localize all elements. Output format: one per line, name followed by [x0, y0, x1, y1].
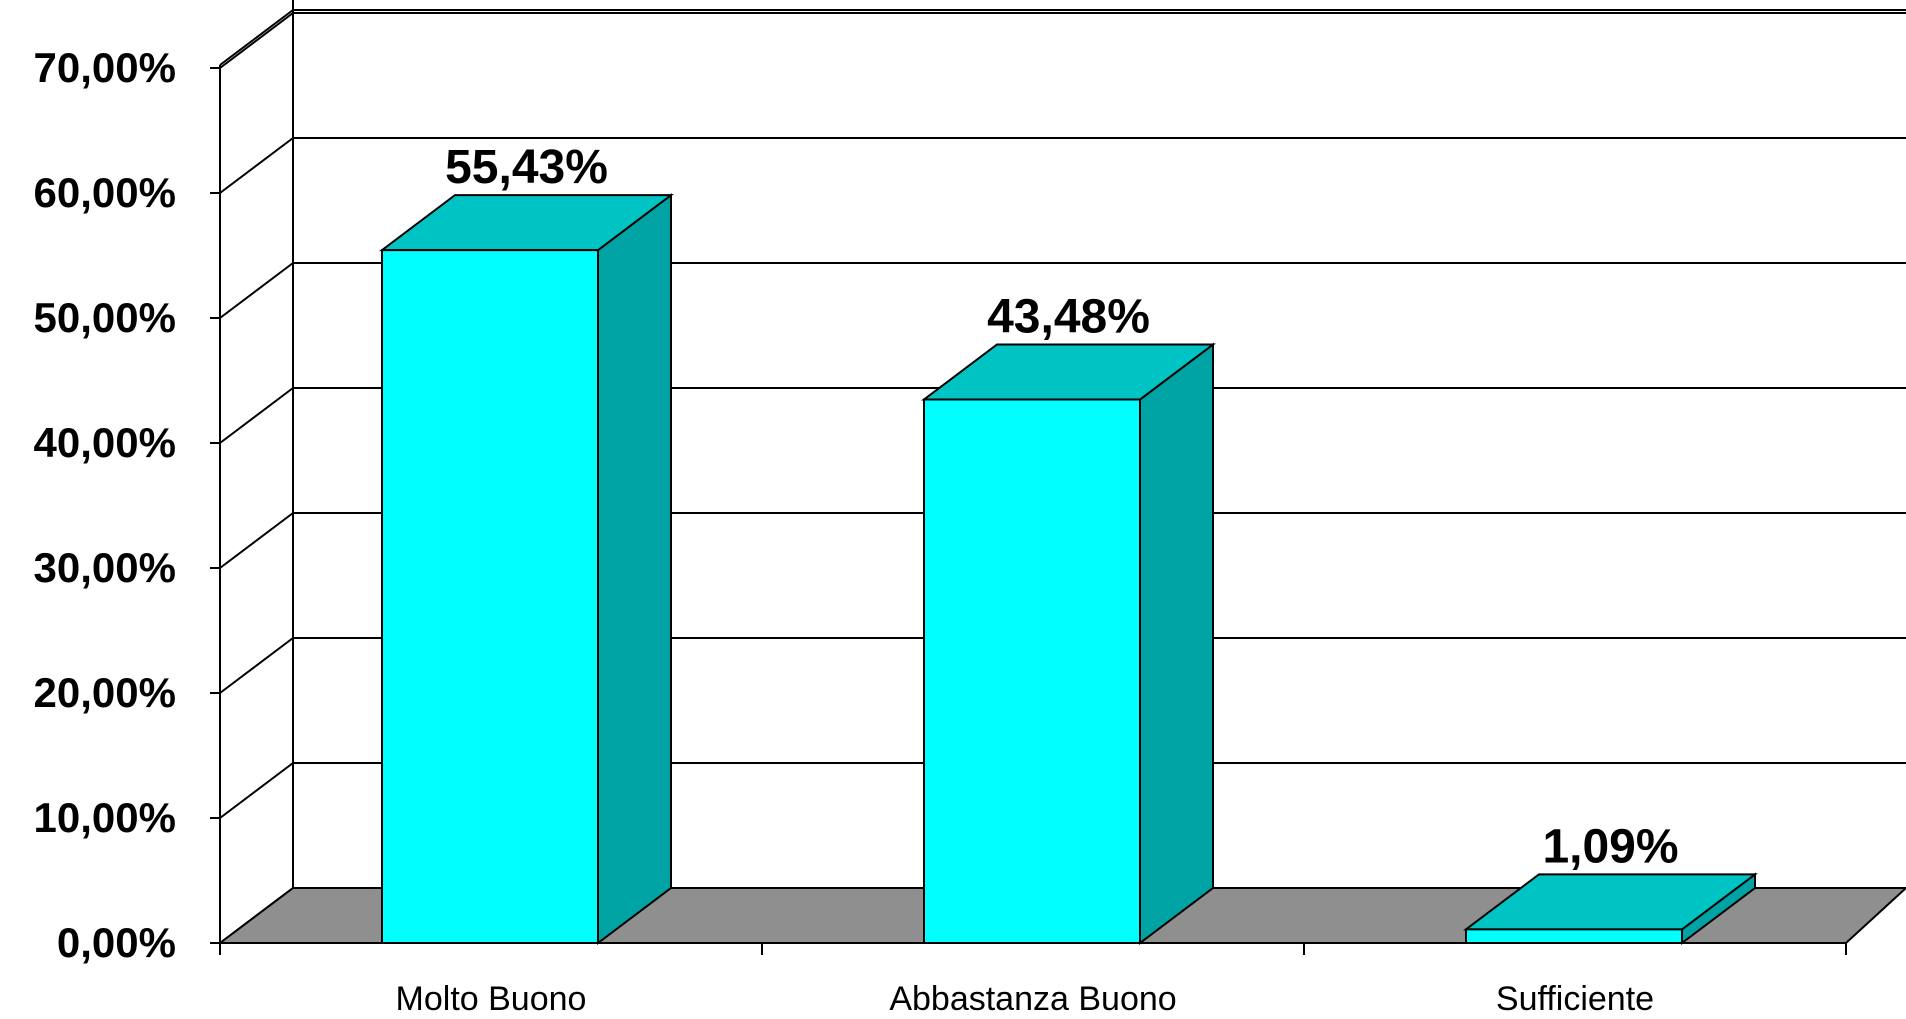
data-label: 1,09%	[1542, 820, 1678, 873]
data-label: 43,48%	[987, 291, 1150, 344]
bar-front-face	[1465, 928, 1683, 944]
gridline-side	[219, 137, 294, 194]
x-category-label: Molto Buono	[396, 980, 587, 1018]
gridline-side	[219, 762, 294, 819]
gridline-side-top	[219, 9, 294, 66]
y-tick-label: 10,00%	[34, 794, 176, 841]
y-tick-label: 30,00%	[34, 544, 176, 591]
bar-front-face	[381, 249, 599, 944]
gridline-side	[219, 512, 294, 569]
y-tick-label: 50,00%	[34, 294, 176, 341]
y-tick-label: 20,00%	[34, 669, 176, 716]
bars	[379, 193, 1758, 946]
bar	[921, 342, 1216, 946]
gridline-side	[219, 12, 294, 69]
y-tick-label: 0,00%	[57, 919, 176, 966]
gridline-side	[219, 387, 294, 444]
x-category-label: Sufficiente	[1496, 980, 1654, 1018]
data-label: 55,43%	[445, 141, 608, 194]
x-axis-category-labels: Molto Buono Abbastanza Buono Sufficiente	[396, 980, 1655, 1018]
gridline-side	[219, 637, 294, 694]
y-tick-label: 60,00%	[34, 169, 176, 216]
gridline-side	[219, 262, 294, 319]
bar-side-face	[597, 193, 672, 946]
bar	[1463, 872, 1758, 946]
y-tick-label: 40,00%	[34, 419, 176, 466]
y-tick-label: 70,00%	[34, 44, 176, 91]
x-category-label: Abbastanza Buono	[889, 980, 1176, 1018]
bar-front-face	[923, 398, 1141, 944]
data-labels: 55,43% 43,48% 1,09%	[445, 141, 1678, 873]
bar	[379, 193, 674, 946]
bar-side-face	[1139, 342, 1214, 946]
y-axis-tick-labels: 0,00% 10,00% 20,00% 30,00% 40,00% 50,00% 60,00…	[34, 44, 176, 966]
